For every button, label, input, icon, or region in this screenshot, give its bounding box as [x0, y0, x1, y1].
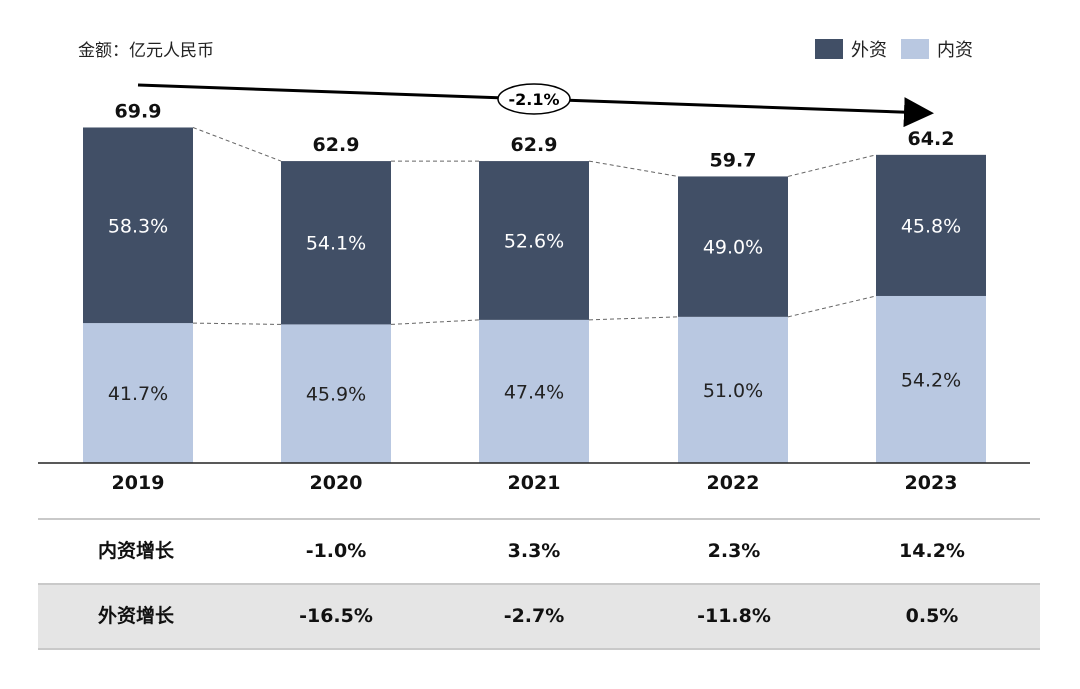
cell-domestic-2021: 3.3%: [474, 520, 594, 583]
connector-split-2021: [589, 317, 678, 320]
cell-domestic-2022: 2.3%: [674, 520, 794, 583]
cell-foreign-2023: 0.5%: [872, 585, 992, 648]
share-label-domestic-2020: 45.9%: [306, 384, 366, 406]
total-label-2019: 69.9: [115, 100, 162, 122]
cell-domestic-2020: -1.0%: [276, 520, 396, 583]
share-label-foreign-2022: 49.0%: [703, 237, 763, 259]
cagr-label: -2.1%: [508, 90, 559, 109]
connector-top-2022: [788, 155, 876, 177]
share-label-domestic-2019: 41.7%: [108, 383, 168, 405]
total-label-2021: 62.9: [511, 134, 558, 156]
share-label-domestic-2021: 47.4%: [504, 381, 564, 403]
total-label-2022: 59.7: [710, 149, 757, 171]
x-tick-2020: 2020: [310, 472, 363, 494]
cell-foreign-2022: -11.8%: [674, 585, 794, 648]
connector-split-2019: [193, 323, 281, 324]
share-label-foreign-2021: 52.6%: [504, 230, 564, 252]
x-tick-2019: 2019: [112, 472, 165, 494]
x-tick-2022: 2022: [707, 472, 760, 494]
total-label-2023: 64.2: [908, 128, 955, 150]
connector-split-2020: [391, 320, 479, 325]
table-row-domestic-growth: 内资增长 -1.0% 3.3% 2.3% 14.2%: [38, 518, 1040, 585]
x-tick-2023: 2023: [905, 472, 958, 494]
cell-foreign-2021: -2.7%: [474, 585, 594, 648]
x-tick-2021: 2021: [508, 472, 561, 494]
share-label-foreign-2020: 54.1%: [306, 233, 366, 255]
row-label-domestic-growth: 内资增长: [98, 520, 174, 583]
share-label-foreign-2019: 58.3%: [108, 215, 168, 237]
table-row-foreign-growth: 外资增长 -16.5% -2.7% -11.8% 0.5%: [38, 585, 1040, 650]
connector-split-2022: [788, 296, 876, 317]
share-label-foreign-2023: 45.8%: [901, 215, 961, 237]
row-label-foreign-growth: 外资增长: [98, 585, 174, 648]
total-label-2020: 62.9: [313, 134, 360, 156]
cell-domestic-2023: 14.2%: [872, 520, 992, 583]
connector-top-2019: [193, 127, 281, 161]
share-label-domestic-2023: 54.2%: [901, 369, 961, 391]
growth-table: 内资增长 -1.0% 3.3% 2.3% 14.2% 外资增长 -16.5% -…: [38, 518, 1040, 650]
connector-top-2021: [589, 161, 678, 176]
stacked-bar-chart: 58.3% 41.7% 69.9 2019 54.1% 45.9% 62.9 2020 52.6…: [0, 0, 1080, 510]
cell-foreign-2020: -16.5%: [276, 585, 396, 648]
share-label-domestic-2022: 51.0%: [703, 380, 763, 402]
